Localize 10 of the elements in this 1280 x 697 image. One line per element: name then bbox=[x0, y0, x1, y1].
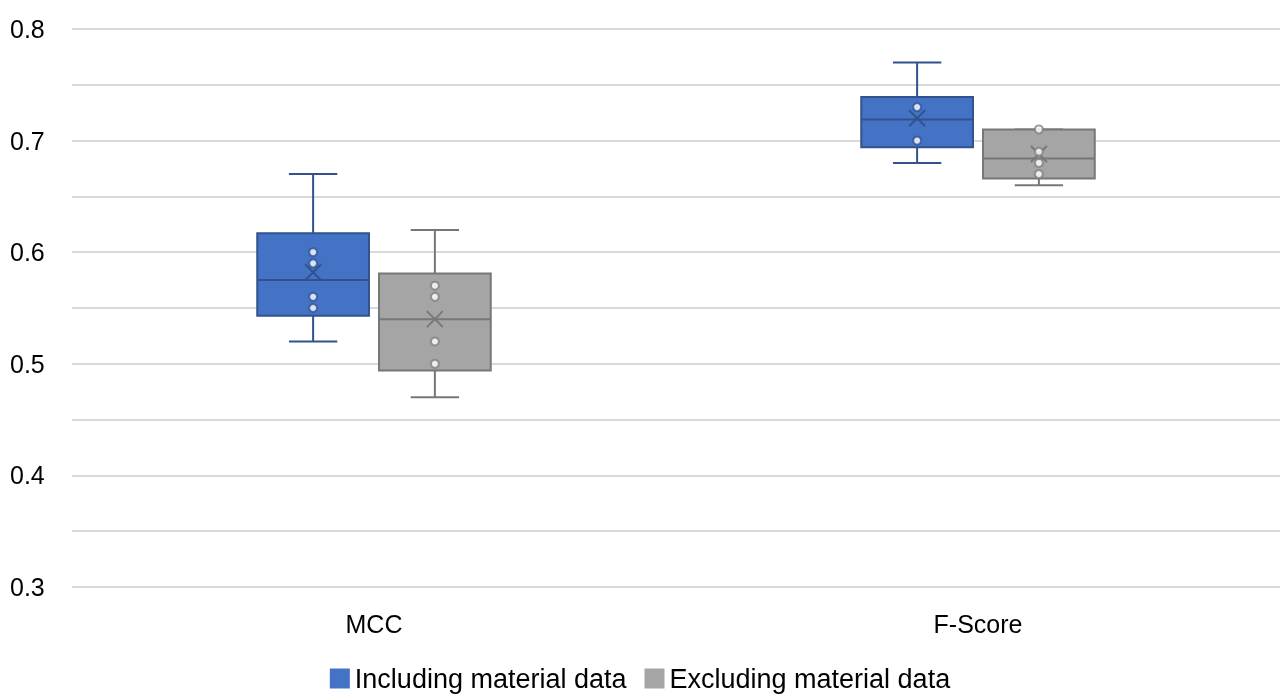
legend-label: Excluding material data bbox=[669, 663, 952, 694]
x-tick-label: F-Score bbox=[933, 609, 1023, 638]
y-tick-label: 0.4 bbox=[10, 461, 45, 490]
y-tick-label: 0.8 bbox=[10, 15, 45, 43]
x-tick-label: MCC bbox=[345, 609, 403, 638]
legend-label: Including material data bbox=[354, 663, 628, 694]
y-tick-label: 0.7 bbox=[10, 126, 45, 155]
y-tick-label: 0.6 bbox=[10, 238, 45, 267]
y-tick-label: 0.5 bbox=[10, 349, 45, 378]
y-tick-label: 0.3 bbox=[10, 573, 45, 601]
